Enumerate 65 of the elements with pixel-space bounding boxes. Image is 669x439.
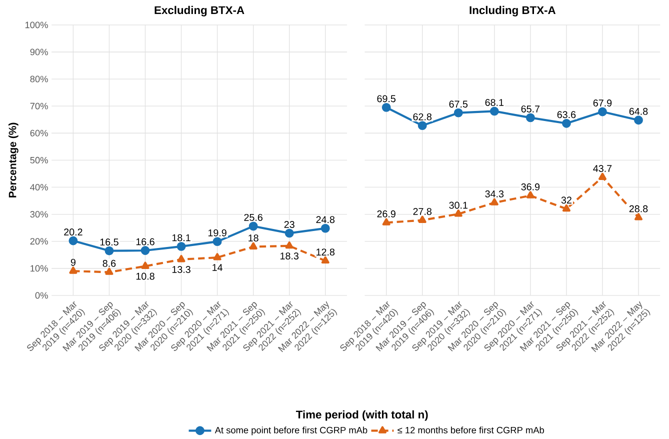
point — [454, 108, 463, 118]
y-axis-title: Percentage (%) — [8, 122, 18, 198]
data-label: 18 — [248, 234, 258, 242]
data-label: 67.5 — [449, 100, 468, 108]
data-label: 8.6 — [102, 260, 116, 267]
point — [490, 106, 499, 116]
data-label: 32 — [561, 196, 572, 204]
data-label: 27.8 — [413, 208, 432, 215]
data-label: 9 — [70, 258, 76, 266]
data-label: 10.8 — [136, 272, 154, 280]
point — [418, 216, 426, 223]
data-label: 63.6 — [557, 111, 576, 118]
point — [454, 209, 462, 217]
point — [562, 204, 570, 212]
data-label: 18.3 — [280, 252, 298, 260]
data-label: 43.7 — [593, 164, 612, 172]
point — [382, 102, 391, 112]
y-tick-label: 70% — [30, 102, 48, 110]
y-tick-label: 30% — [30, 210, 48, 218]
x-axis-title: Time period (with total n) — [296, 410, 428, 421]
chart-title: Including BTX-A — [470, 6, 556, 16]
y-tick-label: 90% — [30, 48, 48, 56]
point — [598, 107, 607, 116]
data-label: 26.9 — [377, 210, 396, 218]
data-label: 16.5 — [100, 238, 118, 246]
data-label: 28.8 — [629, 205, 648, 212]
data-label: 14 — [212, 264, 222, 271]
point — [634, 212, 643, 220]
point — [526, 113, 535, 122]
data-label: 13.3 — [172, 266, 190, 273]
point — [634, 116, 643, 125]
data-label: 69.5 — [377, 95, 396, 102]
point — [382, 218, 390, 226]
y-tick-label: 80% — [30, 76, 48, 82]
data-label: 23 — [284, 220, 294, 228]
data-label: 34.3 — [485, 190, 504, 198]
data-label: 36.9 — [521, 183, 540, 190]
point — [562, 118, 571, 128]
point — [490, 198, 498, 206]
y-tick-label: 50% — [30, 156, 48, 164]
legend-label: ≤ 12 months before first CGRP mAb — [398, 426, 544, 434]
chart-title: Excluding BTX-A — [154, 6, 244, 16]
y-tick-label: 20% — [30, 238, 48, 244]
y-tick-label: 10% — [30, 265, 48, 272]
data-label: 68.1 — [485, 98, 504, 106]
y-tick-label: 60% — [30, 130, 48, 136]
data-label: 19.9 — [208, 229, 226, 236]
data-label: 64.8 — [629, 108, 648, 115]
y-tick-label: 0% — [35, 292, 48, 299]
data-label: 24.8 — [316, 216, 335, 224]
data-label: 62.8 — [413, 113, 432, 120]
data-label: 16.6 — [136, 238, 154, 246]
legend-label: At some point before first CGRP mAb — [214, 426, 368, 436]
data-label: 12.8 — [316, 248, 335, 256]
data-label: 25.6 — [244, 214, 262, 221]
data-label: 20.2 — [64, 228, 82, 236]
point — [598, 172, 606, 180]
y-tick-label: 100% — [25, 22, 48, 28]
point — [418, 121, 427, 130]
data-label: 67.9 — [593, 99, 612, 106]
data-label: 30.1 — [449, 202, 468, 209]
data-label: 18.1 — [172, 234, 190, 242]
point — [526, 191, 534, 198]
data-label: 65.7 — [521, 105, 540, 112]
y-tick-label: 40% — [30, 184, 48, 190]
